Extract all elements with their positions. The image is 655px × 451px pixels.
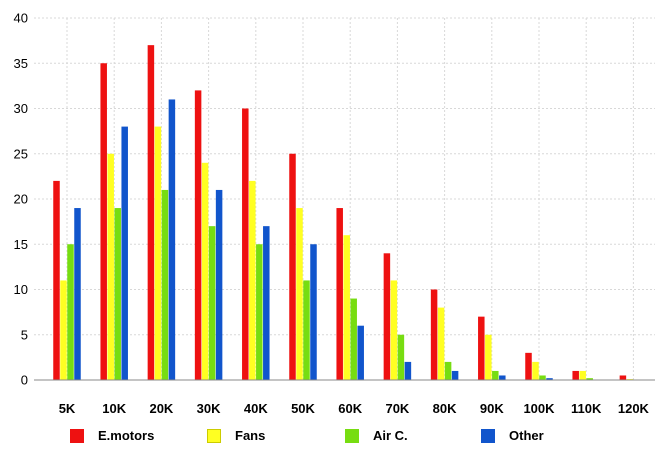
bar <box>310 244 317 380</box>
legend-swatch-other <box>481 428 495 443</box>
bar <box>478 316 485 380</box>
bar <box>383 253 391 380</box>
bar <box>242 108 249 380</box>
bar <box>350 298 357 380</box>
bar <box>147 45 155 381</box>
y-tick-label: 25 <box>14 146 28 161</box>
legend-label-air-c: Air C. <box>373 428 408 443</box>
bar <box>492 370 499 380</box>
legend-item-fans: Fans <box>207 428 265 443</box>
x-tick-label: 80K <box>433 401 457 416</box>
bar <box>168 99 176 380</box>
y-tick-label: 40 <box>14 11 28 26</box>
bar <box>430 289 438 380</box>
legend-swatch-air-c <box>345 428 359 443</box>
x-axis-ticks: 5K 10K 20K 30K 40K 50K 60K 70K 80K 90K 100K 110K 120… <box>59 401 650 416</box>
y-tick-label: 10 <box>14 282 28 297</box>
legend-label-fans: Fans <box>235 428 266 443</box>
legend-label-emotors: E.motors <box>98 428 155 443</box>
bar <box>74 208 81 380</box>
x-tick-label: 50K <box>291 401 315 416</box>
legend-label-other: Other <box>509 428 544 443</box>
x-tick-label: 90K <box>480 401 504 416</box>
x-tick-label: 120K <box>618 401 650 416</box>
x-tick-label: 20K <box>149 401 173 416</box>
bar <box>525 352 532 380</box>
x-tick-label: 60K <box>338 401 362 416</box>
bar <box>619 375 627 380</box>
bar <box>404 361 412 380</box>
x-tick-label: 5K <box>59 401 76 416</box>
y-tick-label: 20 <box>14 192 28 207</box>
bar <box>586 378 593 380</box>
bar <box>444 361 452 380</box>
bar <box>107 153 114 380</box>
bar <box>485 334 492 380</box>
x-tick-label: 100K <box>523 401 555 416</box>
legend: E.motors Fans Air C. Other <box>0 428 655 450</box>
y-axis-ticks: 0 5 10 15 20 25 30 35 40 <box>14 11 28 388</box>
bar <box>154 126 162 380</box>
bar <box>390 280 398 380</box>
bar <box>194 90 202 381</box>
bar <box>532 361 539 380</box>
bar <box>296 208 303 380</box>
bar <box>121 126 128 380</box>
bar <box>215 189 223 380</box>
bars <box>53 45 634 381</box>
bar <box>289 153 296 380</box>
y-tick-label: 0 <box>21 373 28 388</box>
legend-swatch-fans <box>207 428 221 443</box>
x-tick-label: 70K <box>385 401 409 416</box>
legend-item-other: Other <box>481 428 544 443</box>
bar <box>263 226 270 380</box>
x-tick-label: 10K <box>102 401 126 416</box>
bar <box>451 370 459 380</box>
legend-swatch-emotors <box>70 428 84 443</box>
bar <box>208 226 216 380</box>
bar <box>397 334 405 380</box>
y-tick-label: 15 <box>14 237 28 252</box>
bar <box>100 63 107 380</box>
bar <box>343 235 350 380</box>
bar <box>539 375 546 380</box>
bar <box>546 378 553 380</box>
bar <box>256 244 263 380</box>
y-tick-label: 5 <box>21 327 28 342</box>
bar <box>572 370 579 380</box>
bar <box>579 370 586 380</box>
x-tick-label: 110K <box>571 401 602 416</box>
bar <box>161 189 169 380</box>
bar <box>201 162 209 380</box>
y-tick-label: 35 <box>14 56 28 71</box>
bar <box>303 280 310 380</box>
bar <box>67 244 74 380</box>
bar <box>437 307 445 380</box>
x-tick-label: 40K <box>244 401 268 416</box>
legend-item-air-c: Air C. <box>345 428 408 443</box>
bar <box>357 325 364 380</box>
legend-item-emotors: E.motors <box>70 428 154 443</box>
bar <box>499 375 506 380</box>
bar <box>114 208 121 380</box>
bar <box>53 180 60 380</box>
bar <box>336 208 343 380</box>
y-tick-label: 30 <box>14 101 28 116</box>
bar <box>249 180 256 380</box>
x-tick-label: 30K <box>197 401 221 416</box>
bar <box>60 280 67 380</box>
grid-lines <box>34 17 655 380</box>
